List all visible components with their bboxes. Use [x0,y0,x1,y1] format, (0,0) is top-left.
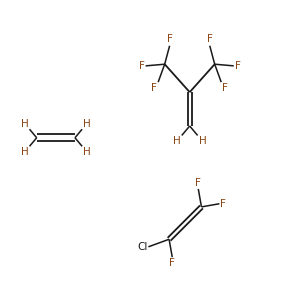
Text: F: F [195,178,201,188]
Text: F: F [151,83,157,93]
Text: F: F [207,34,213,44]
Text: H: H [83,147,91,157]
Text: H: H [83,119,91,129]
Text: F: F [139,61,145,71]
Text: H: H [198,136,206,146]
Text: F: F [169,259,175,268]
Text: F: F [167,34,173,44]
Text: Cl: Cl [137,242,148,252]
Text: H: H [173,136,181,146]
Text: H: H [21,147,29,157]
Text: F: F [235,61,241,71]
Text: F: F [222,83,228,93]
Text: H: H [21,119,29,129]
Text: F: F [220,199,226,209]
